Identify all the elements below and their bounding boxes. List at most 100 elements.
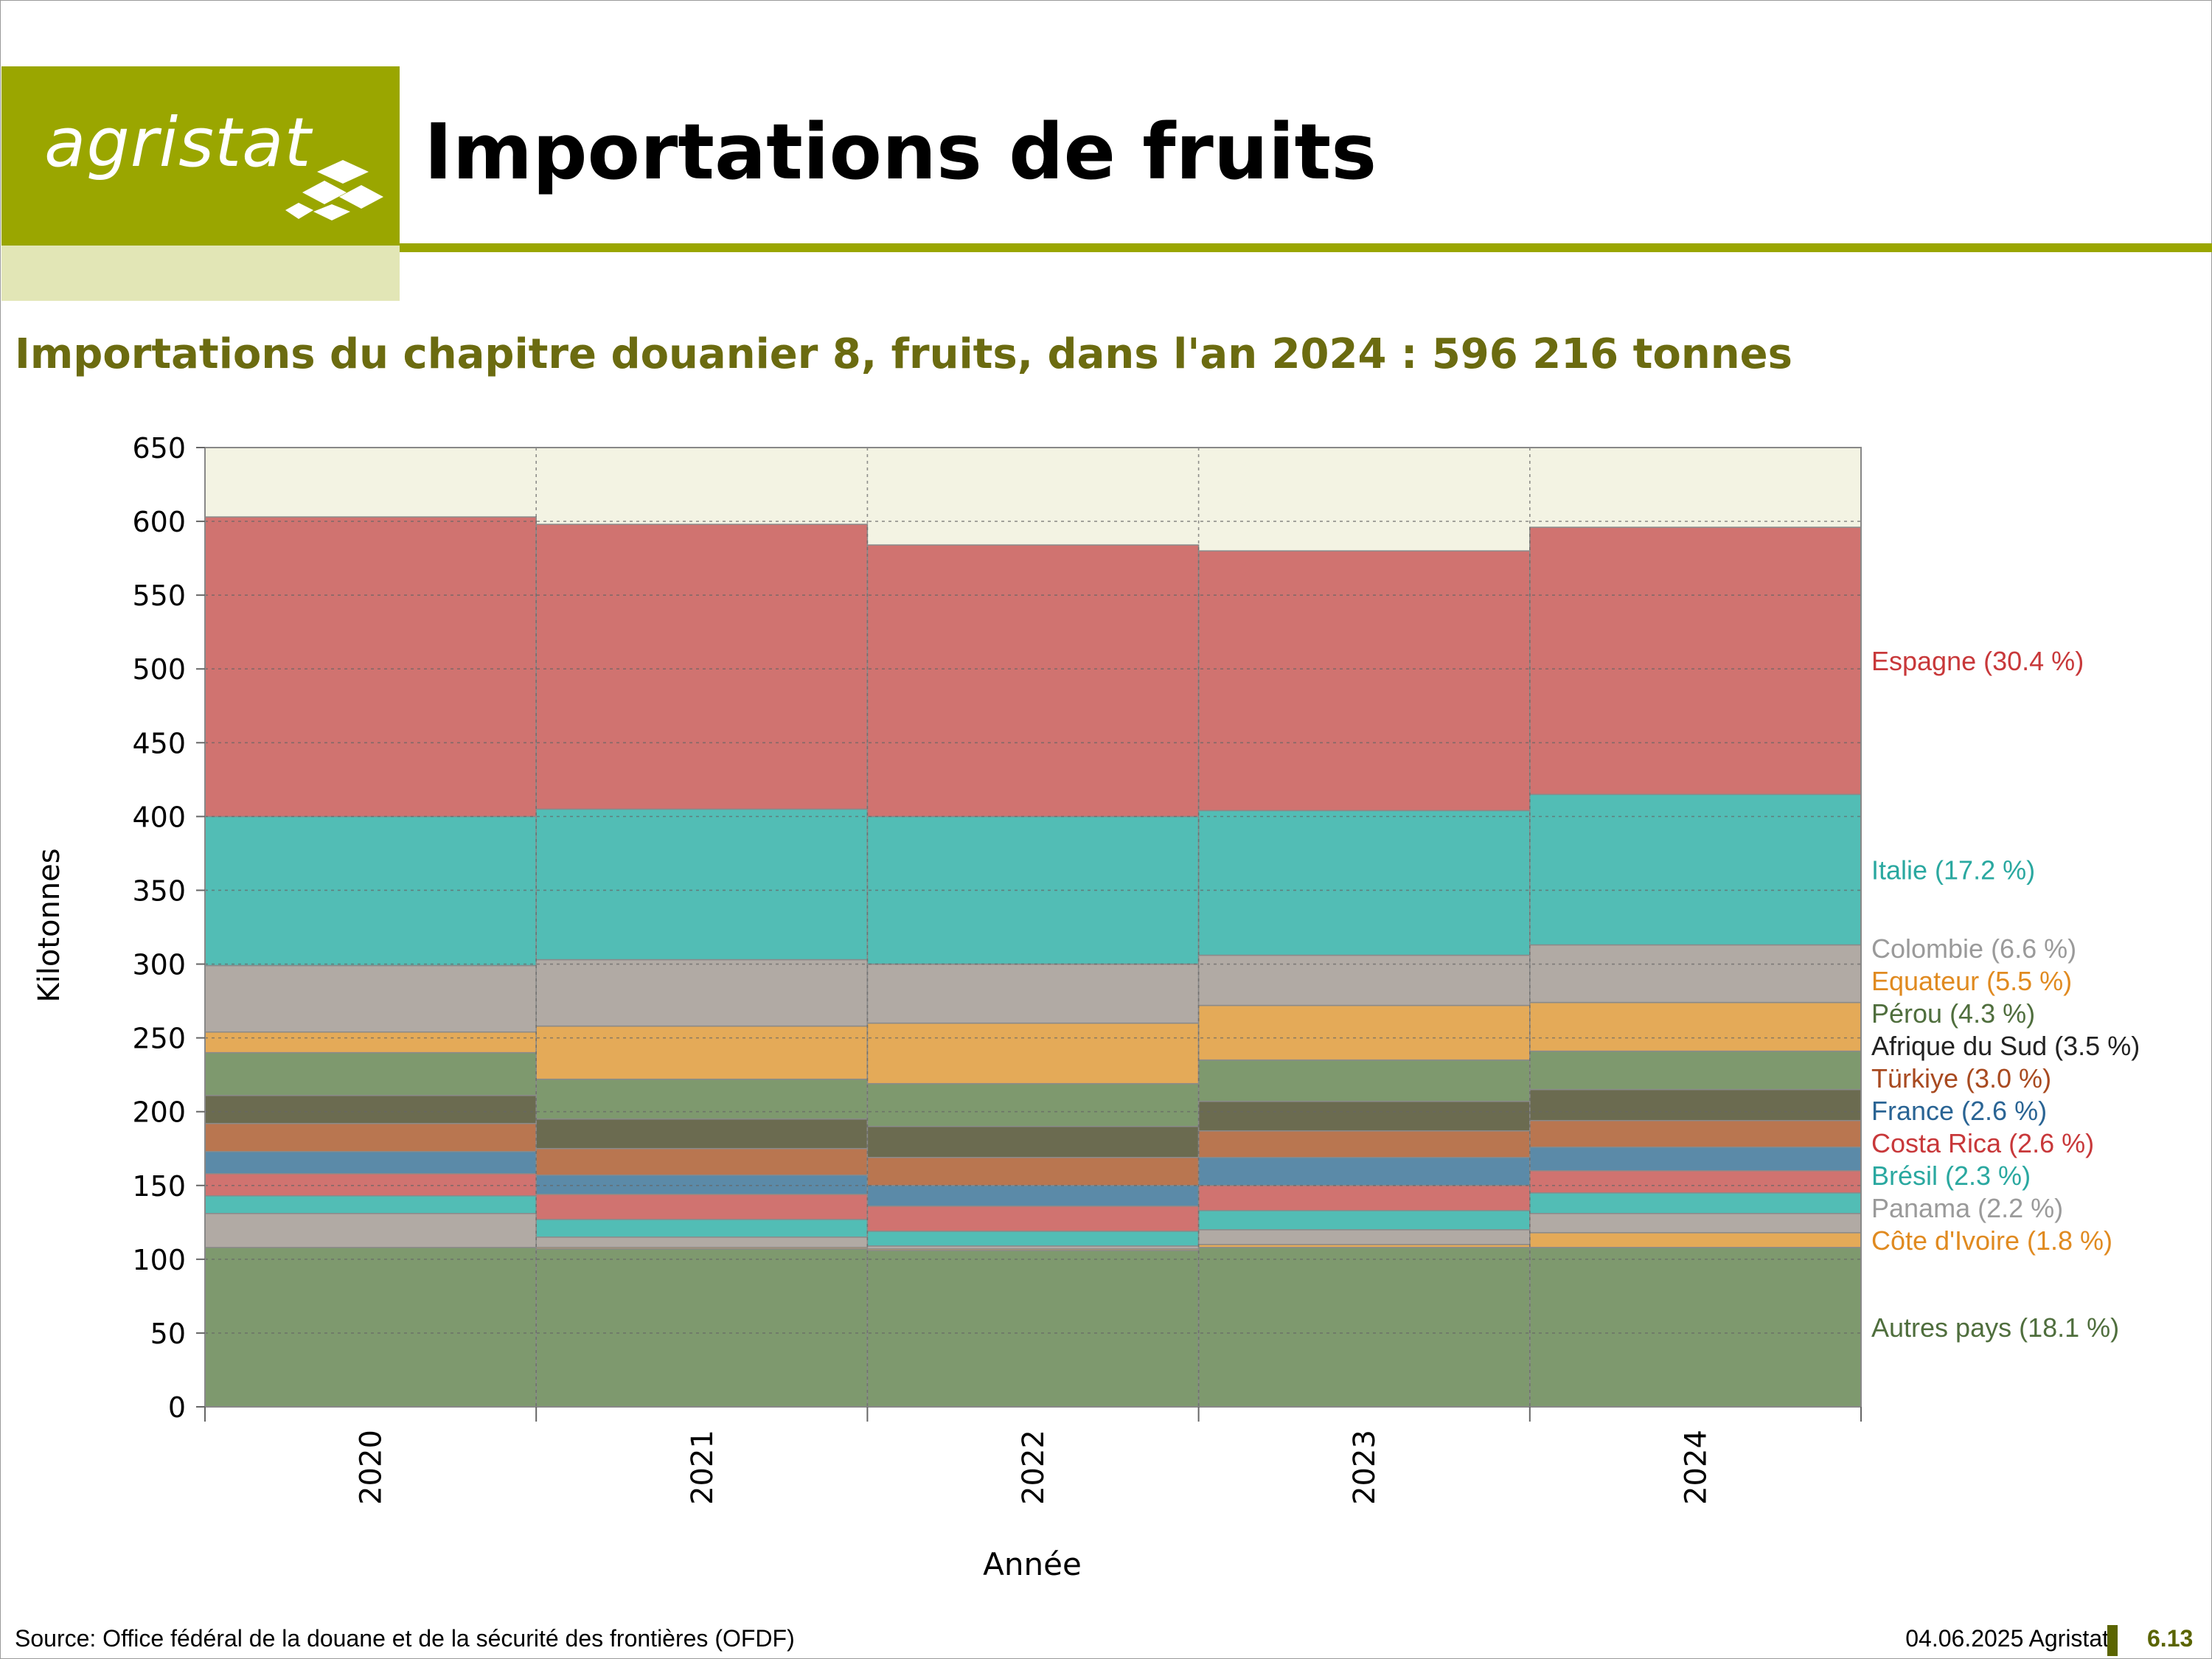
bar-segment-2021-7	[535, 1118, 869, 1150]
footer-separator	[2107, 1625, 2118, 1656]
y-tick-label-550: 550	[132, 580, 186, 612]
bar-segment-2024-10	[1529, 944, 1862, 1004]
bar-segment-2021-9	[535, 1025, 869, 1080]
y-tick-label-0: 0	[168, 1391, 186, 1424]
bar-segment-2022-6	[866, 1156, 1200, 1186]
y-tick-label-50: 50	[150, 1318, 186, 1350]
bar-segment-2022-7	[866, 1125, 1200, 1158]
x-tick-label-2021: 2021	[686, 1430, 720, 1505]
bar-segment-2024-4	[1529, 1170, 1862, 1194]
bar-segment-2023-7	[1197, 1100, 1531, 1132]
plot-frame	[204, 447, 1862, 1408]
bar-segment-2020-2	[204, 1213, 537, 1248]
bar-segment-2024-12	[1529, 526, 1862, 796]
bar-segment-2022-0	[866, 1250, 1200, 1408]
bar-segment-2021-12	[535, 524, 869, 810]
series-label-11: Italie (17.2 %)	[1871, 855, 2035, 885]
y-tick-label-250: 250	[132, 1023, 186, 1055]
page-title: Importations de fruits	[424, 107, 1377, 197]
bars-group	[204, 516, 1862, 1408]
title-rule	[400, 243, 2212, 252]
logo-text: agristat	[44, 103, 312, 182]
bar-segment-2020-9	[204, 1031, 537, 1054]
page-number: 6.13	[2147, 1625, 2194, 1652]
bar-segment-2020-10	[204, 964, 537, 1033]
bar-segment-2022-9	[866, 1022, 1200, 1085]
bar-segment-2023-8	[1197, 1059, 1531, 1102]
x-tick-label-2020: 2020	[355, 1430, 389, 1505]
x-axis-label: Année	[983, 1546, 1082, 1582]
bar-segment-2021-5	[535, 1175, 869, 1195]
y-axis: 0 50 100 150 200 250 300 350 400 450 500 550 600 650	[132, 432, 205, 1424]
bar-segment-2020-0	[204, 1247, 537, 1408]
series-label-12: Espagne (30.4 %)	[1871, 646, 2084, 676]
y-axis-label: Kilotonnes	[32, 848, 66, 1002]
series-label-9: Equateur (5.5 %)	[1871, 966, 2072, 996]
bar-segment-2023-10	[1197, 954, 1531, 1006]
y-tick-label-500: 500	[132, 653, 186, 686]
bar-segment-2023-9	[1197, 1004, 1531, 1061]
bar-segment-2024-6	[1529, 1119, 1862, 1148]
y-tick-label-200: 200	[132, 1096, 186, 1129]
bar-segment-2020-5	[204, 1150, 537, 1175]
bar-segment-2020-8	[204, 1051, 537, 1096]
bar-segment-2024-0	[1529, 1247, 1862, 1408]
x-tick-label-2023: 2023	[1348, 1430, 1382, 1505]
bar-segment-2023-6	[1197, 1130, 1531, 1158]
y-tick-label-350: 350	[132, 874, 186, 907]
logo-diamond-icon	[285, 160, 383, 220]
bar-segment-2020-11	[204, 815, 537, 967]
bar-segment-2020-4	[204, 1173, 537, 1197]
bar-segment-2021-3	[535, 1219, 869, 1238]
bar-segment-2020-6	[204, 1122, 537, 1152]
series-label-8: Pérou (4.3 %)	[1871, 998, 2035, 1029]
bar-segment-2024-11	[1529, 793, 1862, 946]
bar-segment-2024-1	[1529, 1232, 1862, 1248]
bar-segment-2024-7	[1529, 1088, 1862, 1121]
x-tick-label-2022: 2022	[1017, 1430, 1051, 1505]
series-label-1: Côte d'Ivoire (1.8 %)	[1871, 1225, 2112, 1256]
bar-segment-2024-5	[1529, 1146, 1862, 1172]
series-label-6: Türkiye (3.0 %)	[1871, 1063, 2051, 1093]
x-axis: 2020 2021 2022 2023 2024	[204, 1407, 1862, 1505]
series-label-0: Autres pays (18.1 %)	[1871, 1312, 2119, 1343]
bar-segment-2021-10	[535, 959, 869, 1027]
logo-shadow	[1, 246, 400, 301]
bar-segment-2020-7	[204, 1094, 537, 1124]
bar-segment-2023-2	[1197, 1229, 1531, 1245]
bar-segment-2021-2	[535, 1237, 869, 1248]
bar-segment-2021-11	[535, 808, 869, 961]
bar-segment-2024-3	[1529, 1192, 1862, 1214]
bar-segment-2020-3	[204, 1195, 537, 1214]
bar-segment-2021-8	[535, 1078, 869, 1120]
y-tick-label-450: 450	[132, 727, 186, 759]
bar-segment-2024-8	[1529, 1050, 1862, 1091]
series-label-5: France (2.6 %)	[1871, 1096, 2047, 1126]
bar-segment-2022-8	[866, 1082, 1200, 1127]
series-label-10: Colombie (6.6 %)	[1871, 933, 2076, 964]
bar-segment-2023-5	[1197, 1156, 1531, 1186]
x-tick-label-2024: 2024	[1679, 1430, 1713, 1505]
y-tick-label-600: 600	[132, 506, 186, 538]
bar-segment-2022-5	[866, 1185, 1200, 1207]
bar-segment-2021-0	[535, 1248, 869, 1408]
series-labels: Autres pays (18.1 %) Côte d'Ivoire (1.8 %…	[1871, 646, 2140, 1343]
series-label-7: Afrique du Sud (3.5 %)	[1871, 1031, 2140, 1061]
y-tick-label-300: 300	[132, 949, 186, 981]
bar-segment-2024-9	[1529, 1001, 1862, 1052]
bar-segment-2021-6	[535, 1147, 869, 1176]
y-tick-label-100: 100	[132, 1244, 186, 1276]
bar-segment-2021-4	[535, 1194, 869, 1220]
series-label-3: Brésil (2.3 %)	[1871, 1161, 2031, 1191]
stacked-bar-chart: 050100150200250300350400450500550600650 …	[32, 432, 2140, 1582]
bar-segment-2020-12	[204, 516, 537, 818]
series-label-4: Costa Rica (2.6 %)	[1871, 1128, 2094, 1158]
y-tick-label-400: 400	[132, 801, 186, 833]
grid-lines	[205, 448, 1861, 1407]
bar-segment-2023-4	[1197, 1185, 1531, 1211]
bar-segment-2022-10	[866, 963, 1200, 1024]
bar-segment-2024-2	[1529, 1213, 1862, 1234]
series-label-2: Panama (2.2 %)	[1871, 1193, 2063, 1223]
bar-segment-2022-3	[866, 1231, 1200, 1247]
bar-segment-2023-0	[1197, 1247, 1531, 1408]
